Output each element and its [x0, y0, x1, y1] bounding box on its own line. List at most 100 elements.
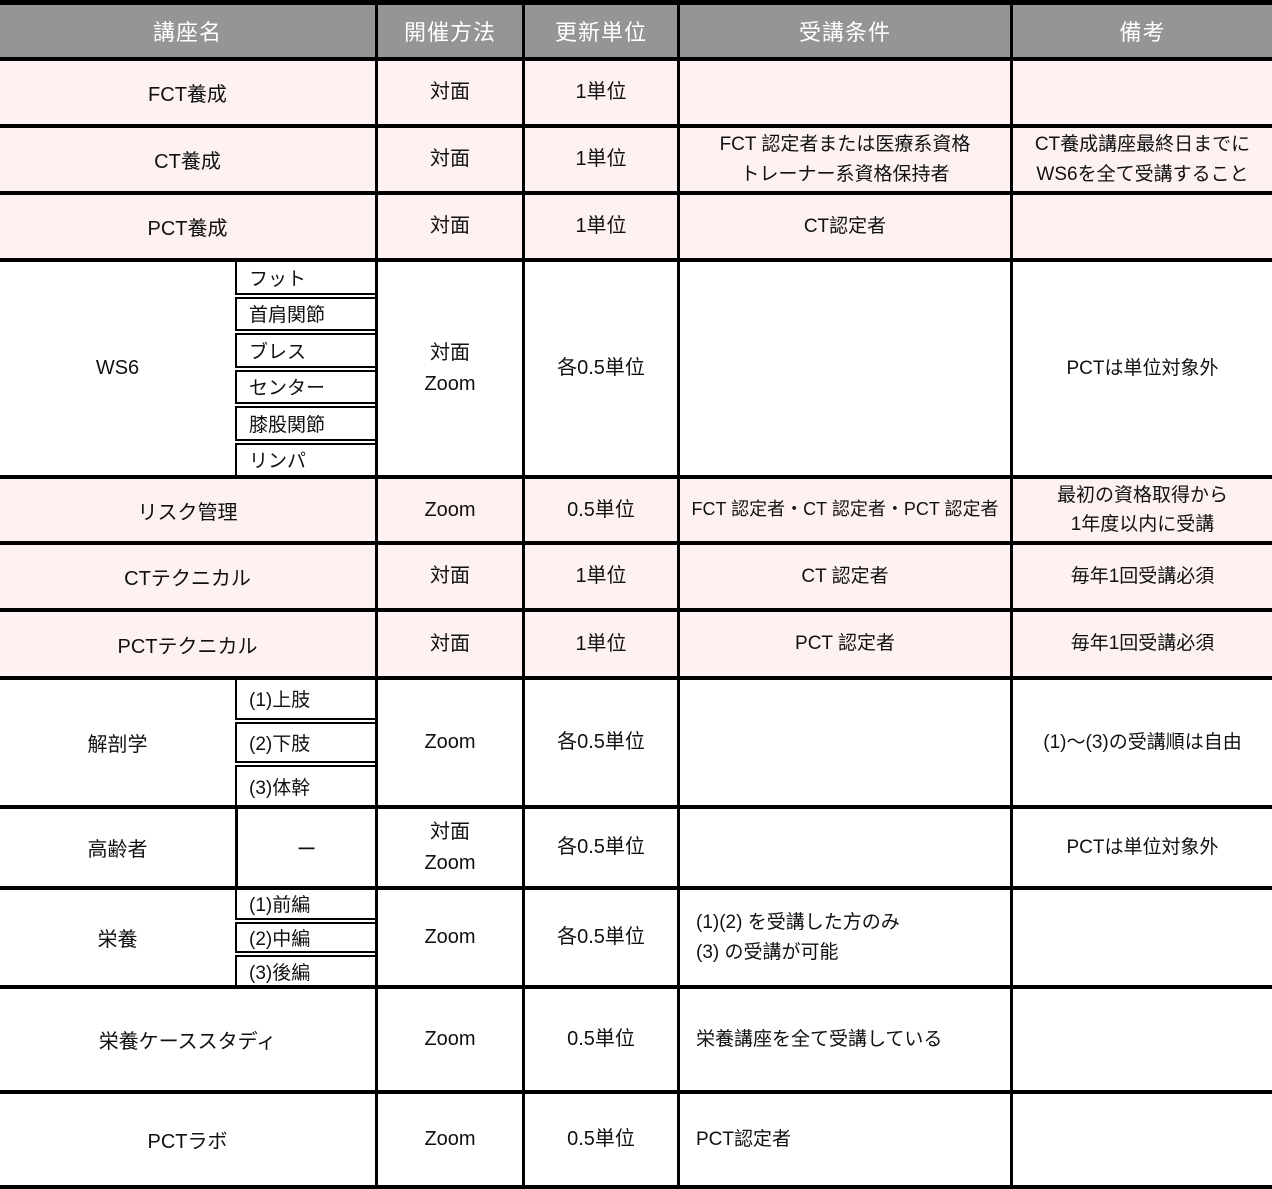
note-cell: PCTは単位対象外: [1066, 836, 1219, 858]
unit-cell: 各0.5単位: [525, 262, 680, 475]
course-name-cell: 栄養ケーススタディ: [0, 989, 378, 1090]
note-cell: [1013, 890, 1272, 985]
condition-cell: [680, 61, 1013, 124]
condition-cell: CT認定者: [680, 195, 1013, 258]
condition-cell: PCT 認定者: [680, 612, 1013, 676]
table-row: CT養成 対面 1単位 FCT 認定者または医療系資格 トレーナー系資格保持者 CT養成…: [0, 128, 1272, 195]
table-row: WS6 フット 首肩関節 ブレス センター 膝股関節 リンパ 対面 Zoom 各0.5単位 PCT…: [0, 262, 1272, 479]
course-name-cell: CTテクニカル: [0, 545, 378, 608]
course-name-cell: PCTテクニカル: [0, 612, 378, 676]
sub-item: 首肩関節: [235, 296, 375, 331]
course-name-label: リスク管理: [137, 501, 238, 524]
sub-item: (2)下肢: [235, 721, 375, 764]
sub-item: 膝股関節: [235, 406, 375, 441]
note-cell: 毎年1回受講必須: [1070, 565, 1215, 587]
course-name-label: WS6: [95, 357, 140, 379]
sub-item: センター: [235, 369, 375, 404]
table-row: 解剖学 (1)上肢 (2)下肢 (3)体幹 Zoom 各0.5単位 (1)〜(3)の受講順は…: [0, 680, 1272, 809]
unit-cell: 0.5単位: [525, 989, 680, 1090]
table-row: PCTテクニカル 対面 1単位 PCT 認定者 毎年1回受講必須: [0, 612, 1272, 680]
method-cell: 対面: [378, 545, 525, 608]
sub-item: リンパ: [235, 442, 375, 475]
sub-item-list: フット 首肩関節 ブレス センター 膝股関節 リンパ: [235, 262, 375, 475]
unit-cell: 1単位: [525, 128, 680, 191]
method-cell: Zoom: [378, 680, 525, 805]
header-cell-unit: 更新単位: [525, 5, 680, 57]
condition-cell: 栄養講座を全て受講している: [680, 989, 1013, 1090]
unit-cell: 1単位: [525, 195, 680, 258]
condition-cell: PCT認定者: [680, 1094, 1013, 1185]
method-cell: Zoom: [378, 1094, 525, 1185]
condition-cell: [680, 262, 1013, 475]
header-row: 講座名 開催方法 更新単位 受講条件 備考: [0, 5, 1272, 61]
sub-item: フット: [235, 262, 375, 295]
course-name-cell: 解剖学 (1)上肢 (2)下肢 (3)体幹: [0, 680, 378, 806]
course-name-label: FCT養成: [148, 84, 227, 106]
course-name-label: 栄養ケーススタディ: [98, 1031, 277, 1053]
condition-cell: FCT 認定者・CT 認定者・PCT 認定者: [680, 479, 1013, 541]
course-name-label: PCTラボ: [147, 1131, 228, 1153]
table-row: PCT養成 対面 1単位 CT認定者: [0, 195, 1272, 262]
unit-cell: 1単位: [525, 545, 680, 608]
note-cell: 最初の資格取得から 1年度以内に受講: [1056, 484, 1228, 535]
header-cell-method: 開催方法: [378, 5, 525, 57]
table-row: CTテクニカル 対面 1単位 CT 認定者 毎年1回受講必須: [0, 545, 1272, 612]
course-name-cell: FCT養成: [0, 61, 378, 124]
condition-cell: CT 認定者: [680, 545, 1013, 608]
sub-item: (2)中編: [235, 921, 375, 954]
sub-item: (1)上肢: [235, 680, 375, 720]
sub-item: (3)後編: [235, 955, 375, 986]
note-cell: [1013, 989, 1272, 1090]
course-name-cell: WS6 フット 首肩関節 ブレス センター 膝股関節 リンパ: [0, 262, 378, 475]
sub-item-list: (1)前編 (2)中編 (3)後編: [235, 890, 375, 986]
table-row: 栄養ケーススタディ Zoom 0.5単位 栄養講座を全て受講している: [0, 989, 1272, 1094]
header-cell-note: 備考: [1119, 20, 1166, 45]
unit-cell: 1単位: [525, 61, 680, 124]
method-cell: 対面: [378, 128, 525, 191]
course-name-cell: PCT養成: [0, 195, 378, 258]
unit-cell: 各0.5単位: [525, 890, 680, 985]
sub-item: ブレス: [235, 333, 375, 368]
table-row: 栄養 (1)前編 (2)中編 (3)後編 Zoom 各0.5単位 (1)(2) を受講した方…: [0, 890, 1272, 989]
header-cell-condition: 受講条件: [680, 5, 1013, 57]
sub-item: (1)前編: [235, 890, 375, 920]
method-cell: Zoom: [378, 890, 525, 985]
method-cell: Zoom: [378, 479, 525, 541]
course-name-label: PCTテクニカル: [117, 635, 258, 658]
note-cell: (1)〜(3)の受講順は自由: [1043, 731, 1242, 753]
method-cell: 対面: [378, 61, 525, 124]
sub-dash-cell: ー: [235, 809, 375, 886]
note-cell: CT養成講座最終日までに WS6を全て受講すること: [1034, 134, 1251, 185]
unit-cell: 0.5単位: [525, 1094, 680, 1185]
table-row: PCTラボ Zoom 0.5単位 PCT認定者: [0, 1094, 1272, 1189]
note-cell: PCTは単位対象外: [1066, 357, 1219, 379]
course-name-label: 高齢者: [87, 839, 148, 861]
condition-cell: [680, 680, 1013, 805]
course-name-cell: CT養成: [0, 128, 378, 191]
note-cell: [1013, 1094, 1272, 1185]
condition-cell: FCT 認定者または医療系資格 トレーナー系資格保持者: [680, 128, 1013, 191]
course-name-cell: PCTラボ: [0, 1094, 378, 1185]
method-cell: 対面 Zoom: [378, 809, 525, 886]
course-name-label: 解剖学: [87, 734, 148, 756]
sub-item: (3)体幹: [235, 765, 375, 806]
method-cell: 対面: [378, 612, 525, 676]
table-row: 高齢者 ー対面 Zoom 各0.5単位 PCTは単位対象外: [0, 809, 1272, 890]
method-cell: Zoom: [378, 989, 525, 1090]
course-name-label: CT養成: [154, 151, 221, 173]
course-name-cell: 栄養 (1)前編 (2)中編 (3)後編: [0, 890, 378, 986]
unit-cell: 1単位: [525, 612, 680, 676]
course-name-label: 栄養: [97, 929, 138, 951]
course-name-label: PCT養成: [147, 218, 228, 240]
condition-cell: [680, 809, 1013, 886]
note-cell: [1013, 61, 1272, 124]
sub-item-list: (1)上肢 (2)下肢 (3)体幹: [235, 680, 375, 806]
condition-cell: (1)(2) を受講した方のみ (3) の受講が可能: [680, 890, 1013, 985]
header-cell-course: 講座名: [0, 5, 378, 57]
unit-cell: 各0.5単位: [525, 680, 680, 805]
course-name-cell: 高齢者 ー: [0, 809, 378, 886]
course-name-label: CTテクニカル: [124, 568, 251, 590]
course-name-cell: リスク管理: [0, 479, 378, 541]
unit-cell: 各0.5単位: [525, 809, 680, 886]
